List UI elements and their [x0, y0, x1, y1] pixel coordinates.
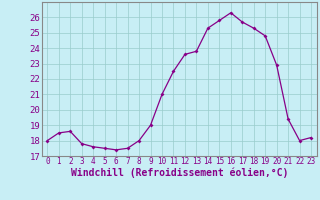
X-axis label: Windchill (Refroidissement éolien,°C): Windchill (Refroidissement éolien,°C): [70, 168, 288, 178]
